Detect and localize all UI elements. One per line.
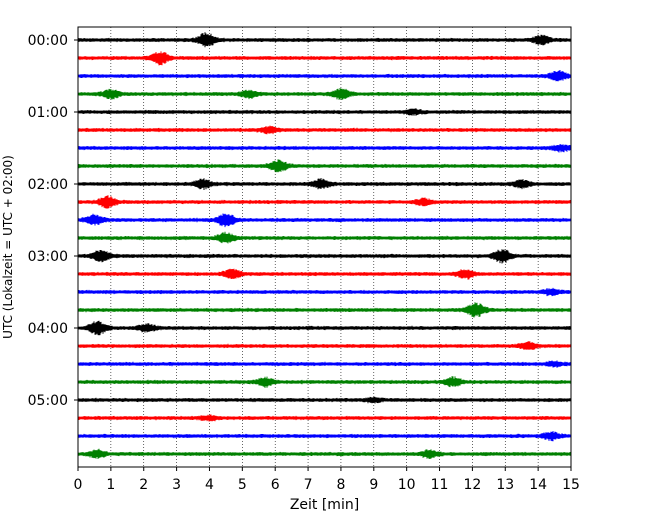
x-tick-label-9: 9: [369, 477, 378, 493]
x-tick-label-13: 13: [496, 477, 514, 493]
x-tick-label-14: 14: [529, 477, 547, 493]
y-axis-ticks: 00:00 01:00 02:00 03:00 04:00 05:00: [28, 33, 78, 409]
x-tick-label-2: 2: [139, 477, 148, 493]
x-tick-label-8: 8: [336, 477, 345, 493]
plot-frame: [77, 26, 572, 468]
y-tick-label-5: 05:00: [28, 393, 68, 409]
y-axis-label: UTC (Lokalzeit = UTC + 02:00): [1, 155, 15, 339]
x-tick-label-12: 12: [463, 477, 481, 493]
y-tick-label-3: 03:00: [28, 249, 68, 265]
minute-grid: [110, 27, 539, 467]
x-tick-label-4: 4: [205, 477, 214, 493]
x-tick-label-7: 7: [304, 477, 313, 493]
x-tick-label-6: 6: [271, 477, 280, 493]
y-tick-label-1: 01:00: [28, 105, 68, 121]
x-tick-label-5: 5: [238, 477, 247, 493]
x-axis-label: Zeit [min]: [290, 497, 359, 513]
x-tick-label-11: 11: [431, 477, 449, 493]
x-tick-label-10: 10: [398, 477, 416, 493]
x-tick-label-3: 3: [172, 477, 181, 493]
x-tick-label-15: 15: [562, 477, 580, 493]
x-tick-label-1: 1: [106, 477, 115, 493]
y-tick-label-0: 00:00: [28, 33, 68, 49]
x-tick-label-0: 0: [74, 477, 83, 493]
y-tick-label-2: 02:00: [28, 177, 68, 193]
trace-layer: [77, 32, 572, 459]
y-tick-label-4: 04:00: [28, 321, 68, 337]
x-axis-ticks: 0 1 2 3 4 5 6 7 8 9 10 11 12 13 14 15: [74, 467, 580, 493]
